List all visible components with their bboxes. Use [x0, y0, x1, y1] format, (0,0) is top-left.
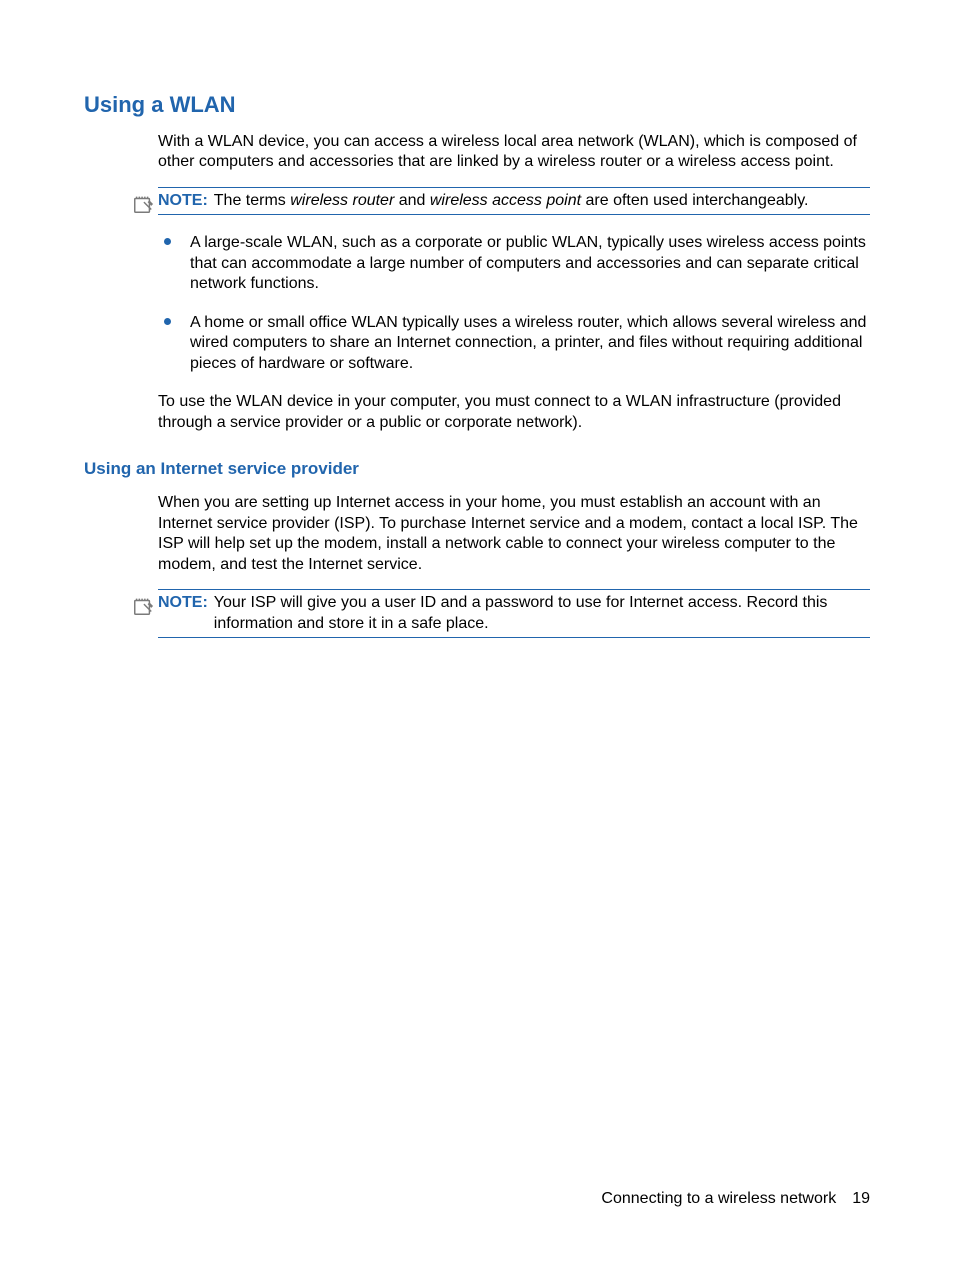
footer-section: Connecting to a wireless network	[601, 1190, 836, 1207]
note-block-1: NOTE: The terms wireless router and wire…	[84, 187, 870, 215]
note-label: NOTE:	[158, 191, 208, 211]
note-block-2: NOTE: Your ISP will give you a user ID a…	[84, 589, 870, 638]
note1-pre: The terms	[214, 192, 290, 209]
note-text-2: Your ISP will give you a user ID and a p…	[214, 593, 870, 634]
bullet-text-0: A large-scale WLAN, such as a corporate …	[190, 234, 866, 292]
note-text-1: The terms wireless router and wireless a…	[214, 191, 870, 211]
isp-paragraph: When you are setting up Internet access …	[84, 493, 870, 575]
bullet-dot-icon	[164, 238, 171, 245]
list-item: A large-scale WLAN, such as a corporate …	[190, 233, 870, 294]
note-label: NOTE:	[158, 593, 208, 613]
bullet-text-1: A home or small office WLAN typically us…	[190, 314, 866, 372]
intro-paragraph: With a WLAN device, you can access a wir…	[84, 132, 870, 173]
note1-post: are often used interchangeably.	[581, 192, 808, 209]
document-page: Using a WLAN With a WLAN device, you can…	[0, 0, 954, 1270]
heading-using-a-wlan: Using a WLAN	[84, 92, 870, 118]
bullet-list: A large-scale WLAN, such as a corporate …	[84, 233, 870, 374]
list-item: A home or small office WLAN typically us…	[190, 313, 870, 374]
note1-italic1: wireless router	[290, 192, 394, 209]
bullet-dot-icon	[164, 318, 171, 325]
after-bullets-paragraph: To use the WLAN device in your computer,…	[84, 392, 870, 433]
note1-mid: and	[394, 192, 430, 209]
note1-italic2: wireless access point	[430, 192, 581, 209]
page-footer: Connecting to a wireless network 19	[601, 1190, 870, 1208]
heading-using-isp: Using an Internet service provider	[84, 459, 870, 479]
footer-page-number: 19	[852, 1190, 870, 1207]
note-icon	[132, 193, 154, 215]
note-rule-bottom	[158, 637, 870, 638]
note-rule-bottom	[158, 214, 870, 215]
note-icon	[132, 595, 154, 617]
